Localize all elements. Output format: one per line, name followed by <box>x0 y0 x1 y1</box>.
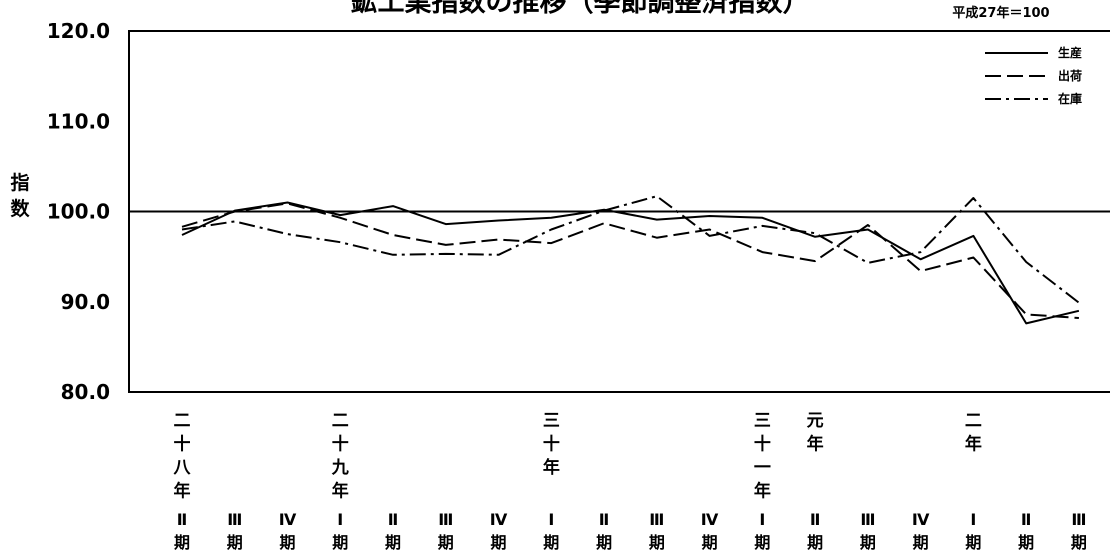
x-quarter-label: 期 <box>913 533 929 552</box>
y-axis-label-char: 数 <box>10 197 30 220</box>
x-quarter-label: 期 <box>438 533 454 552</box>
x-era-label: 三 <box>754 411 771 431</box>
x-quarter-label: 期 <box>649 533 665 552</box>
x-quarter-label: Ⅲ <box>227 510 242 529</box>
x-quarter-label: Ⅲ <box>649 510 664 529</box>
y-tick-label: 120.0 <box>47 19 110 43</box>
x-era-label: 二 <box>332 411 349 431</box>
legend-box <box>982 33 1110 133</box>
base-year-note: 平成27年＝100 <box>952 5 1049 21</box>
y-tick-label: 90.0 <box>61 290 110 314</box>
x-quarter-label: Ⅰ <box>759 510 765 529</box>
y-tick-label: 110.0 <box>47 109 110 133</box>
x-era-label: 三 <box>543 411 560 431</box>
x-quarter-label: 期 <box>543 533 559 552</box>
x-era-label: 年 <box>543 457 560 478</box>
legend-label-1: 出荷 <box>1058 68 1082 83</box>
x-axis-labels: 二十八年Ⅱ期Ⅲ期Ⅳ期二十九年Ⅰ期Ⅱ期Ⅲ期Ⅳ期三十年Ⅰ期Ⅱ期Ⅲ期Ⅳ期三十一年Ⅰ期元… <box>174 411 1087 552</box>
x-quarter-label: Ⅱ <box>1021 510 1032 529</box>
x-quarter-label: 期 <box>807 533 823 552</box>
x-quarter-label: 期 <box>965 533 981 552</box>
x-era-label: 年 <box>332 481 349 502</box>
x-quarter-label: Ⅲ <box>438 510 453 529</box>
x-quarter-label: Ⅲ <box>860 510 875 529</box>
x-era-label: 年 <box>807 434 824 455</box>
x-quarter-label: Ⅰ <box>548 510 554 529</box>
y-axis-label-char: 指 <box>10 172 29 194</box>
x-quarter-label: Ⅱ <box>177 510 188 529</box>
x-quarter-label: 期 <box>596 533 612 552</box>
x-quarter-label: 期 <box>1071 533 1087 552</box>
legend-label-0: 生産 <box>1058 45 1082 60</box>
series-line-2 <box>181 195 1080 304</box>
x-era-label: 年 <box>174 481 191 502</box>
x-quarter-label: Ⅳ <box>912 510 930 529</box>
x-quarter-label: Ⅳ <box>490 510 508 529</box>
chart-title: 鉱工業指数の推移（季節調整済指数） <box>351 0 810 18</box>
x-quarter-label: 期 <box>491 533 507 552</box>
x-quarter-label: 期 <box>227 533 243 552</box>
x-era-label: 十 <box>174 434 191 455</box>
x-quarter-label: Ⅲ <box>1071 510 1086 529</box>
x-era-label: 十 <box>543 434 560 455</box>
x-quarter-label: 期 <box>860 533 876 552</box>
x-quarter-label: 期 <box>280 533 296 552</box>
y-tick-label: 100.0 <box>47 200 110 224</box>
series-lines <box>181 195 1080 325</box>
x-era-label: 十 <box>332 434 349 455</box>
x-quarter-label: Ⅱ <box>810 510 821 529</box>
x-quarter-label: Ⅱ <box>599 510 610 529</box>
x-era-label: 二 <box>965 411 982 431</box>
x-quarter-label: Ⅳ <box>279 510 297 529</box>
x-quarter-label: 期 <box>332 533 348 552</box>
series-line-0 <box>181 201 1080 325</box>
legend-label-2: 在庫 <box>1058 91 1082 106</box>
x-quarter-label: Ⅱ <box>388 510 399 529</box>
x-era-label: 八 <box>174 458 192 478</box>
x-era-label: 二 <box>174 411 191 431</box>
y-tick-label: 80.0 <box>61 380 110 404</box>
x-era-label: 十 <box>754 434 771 455</box>
x-quarter-label: Ⅰ <box>970 510 976 529</box>
x-quarter-label: Ⅰ <box>337 510 343 529</box>
x-era-label: 年 <box>754 481 771 502</box>
x-quarter-label: 期 <box>702 533 718 552</box>
x-quarter-label: Ⅳ <box>701 510 719 529</box>
x-quarter-label: 期 <box>174 533 190 552</box>
x-quarter-label: 期 <box>1018 533 1034 552</box>
series-line-1 <box>181 202 1079 319</box>
y-axis-label: 指数 <box>10 172 30 220</box>
x-era-label: 年 <box>965 434 982 455</box>
x-era-label: 元 <box>807 411 824 431</box>
x-quarter-label: 期 <box>754 533 770 552</box>
y-axis-ticks: 120.0 110.0 100.0 90.0 80.0 <box>47 19 110 404</box>
x-era-label: 九 <box>331 458 349 478</box>
x-era-label: 一 <box>754 458 771 478</box>
x-quarter-label: 期 <box>385 533 401 552</box>
